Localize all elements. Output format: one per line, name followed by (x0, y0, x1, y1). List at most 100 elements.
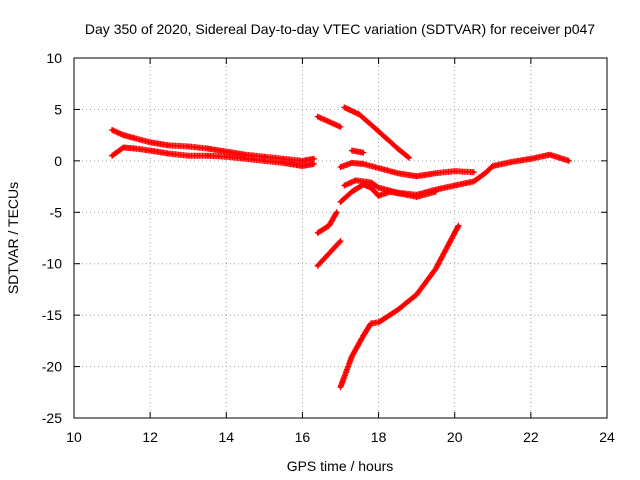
plot-frame (73, 57, 608, 419)
data-point (342, 184, 346, 188)
y-axis-label: SDTVAR / TECUs (5, 182, 21, 294)
data-point (186, 154, 190, 158)
series-track-a-upper (109, 127, 317, 164)
data-point (396, 308, 400, 312)
x-tick-label: 12 (142, 429, 158, 445)
data-point (148, 140, 152, 144)
series-track-g (337, 181, 439, 205)
ticks: 10 12 14 16 18 20 22 24 10 5 0 -5 -10 -15 -20 -25 (42, 50, 615, 445)
series-marks (337, 159, 477, 180)
series-marks (337, 181, 439, 205)
y-tick-label: -5 (50, 204, 63, 220)
data-point (350, 354, 354, 358)
grid (74, 58, 607, 418)
data-point (224, 155, 228, 159)
data-point (361, 183, 365, 187)
data-point (350, 161, 354, 165)
data-point (339, 165, 342, 169)
data-point (377, 186, 381, 190)
data-point (327, 120, 331, 124)
data-point (396, 171, 400, 175)
data-point (312, 157, 316, 161)
data-point (281, 161, 285, 165)
x-tick-label: 14 (218, 429, 234, 445)
x-tick-label: 24 (599, 429, 615, 445)
data-point (133, 136, 137, 140)
data-point (262, 159, 266, 163)
data-point (472, 170, 476, 174)
data-point (510, 160, 514, 164)
data-point (339, 239, 342, 243)
data-point (224, 150, 228, 154)
series-track-j (337, 222, 462, 391)
data-point (377, 194, 381, 198)
data-point (121, 145, 125, 149)
data-point (415, 293, 419, 297)
data-point (335, 210, 339, 214)
series-track-e (337, 159, 477, 180)
y-tick-label: 0 (54, 153, 62, 169)
x-tick-label: 20 (447, 429, 463, 445)
data-layer (109, 104, 572, 391)
data-point (110, 128, 114, 132)
data-point (434, 190, 438, 194)
data-point (377, 320, 381, 324)
series-track-d (348, 147, 367, 156)
x-tick-label: 18 (371, 429, 387, 445)
data-point (453, 231, 457, 235)
data-point (133, 147, 137, 151)
data-point (472, 179, 476, 183)
data-point (350, 149, 354, 153)
data-point (316, 231, 320, 235)
data-point (396, 147, 400, 151)
data-point (262, 155, 266, 159)
x-tick-label: 22 (523, 429, 539, 445)
data-point (529, 157, 533, 161)
data-point (415, 174, 419, 178)
data-point (167, 143, 171, 147)
data-point (434, 171, 438, 175)
data-point (384, 136, 388, 140)
x-axis-label: GPS time / hours (287, 458, 394, 474)
data-point (377, 166, 381, 170)
series-track-a-lower (109, 144, 317, 169)
y-tick-label: -25 (42, 410, 62, 426)
data-point (327, 251, 331, 255)
data-point (457, 224, 461, 228)
data-point (243, 157, 247, 161)
data-point (350, 190, 354, 194)
y-tick-label: 10 (46, 50, 62, 66)
data-point (339, 200, 342, 204)
data-point (491, 164, 495, 168)
data-point (316, 264, 320, 268)
series-track-b (314, 113, 344, 130)
data-point (388, 190, 392, 194)
data-point (567, 159, 571, 163)
series-marks (337, 222, 462, 391)
data-point (434, 267, 438, 271)
data-point (186, 144, 190, 148)
data-point (358, 113, 362, 117)
data-point (399, 192, 403, 196)
data-point (316, 115, 320, 119)
data-point (339, 385, 342, 389)
data-point (483, 171, 487, 175)
data-point (110, 154, 114, 158)
data-point (369, 186, 373, 190)
series-track-i (314, 238, 344, 269)
data-point (121, 133, 125, 137)
series-track-h (314, 209, 340, 236)
data-point (205, 154, 209, 158)
data-point (354, 178, 358, 182)
data-point (373, 126, 377, 130)
data-point (369, 321, 373, 325)
data-point (300, 164, 304, 168)
chart-title: Day 350 of 2020, Sidereal Day-to-day VTE… (85, 21, 595, 37)
data-point (369, 180, 373, 184)
x-tick-label: 10 (66, 429, 82, 445)
data-point (453, 184, 457, 188)
data-point (361, 151, 365, 155)
data-point (300, 159, 304, 163)
data-point (205, 147, 209, 151)
data-point (312, 162, 316, 166)
